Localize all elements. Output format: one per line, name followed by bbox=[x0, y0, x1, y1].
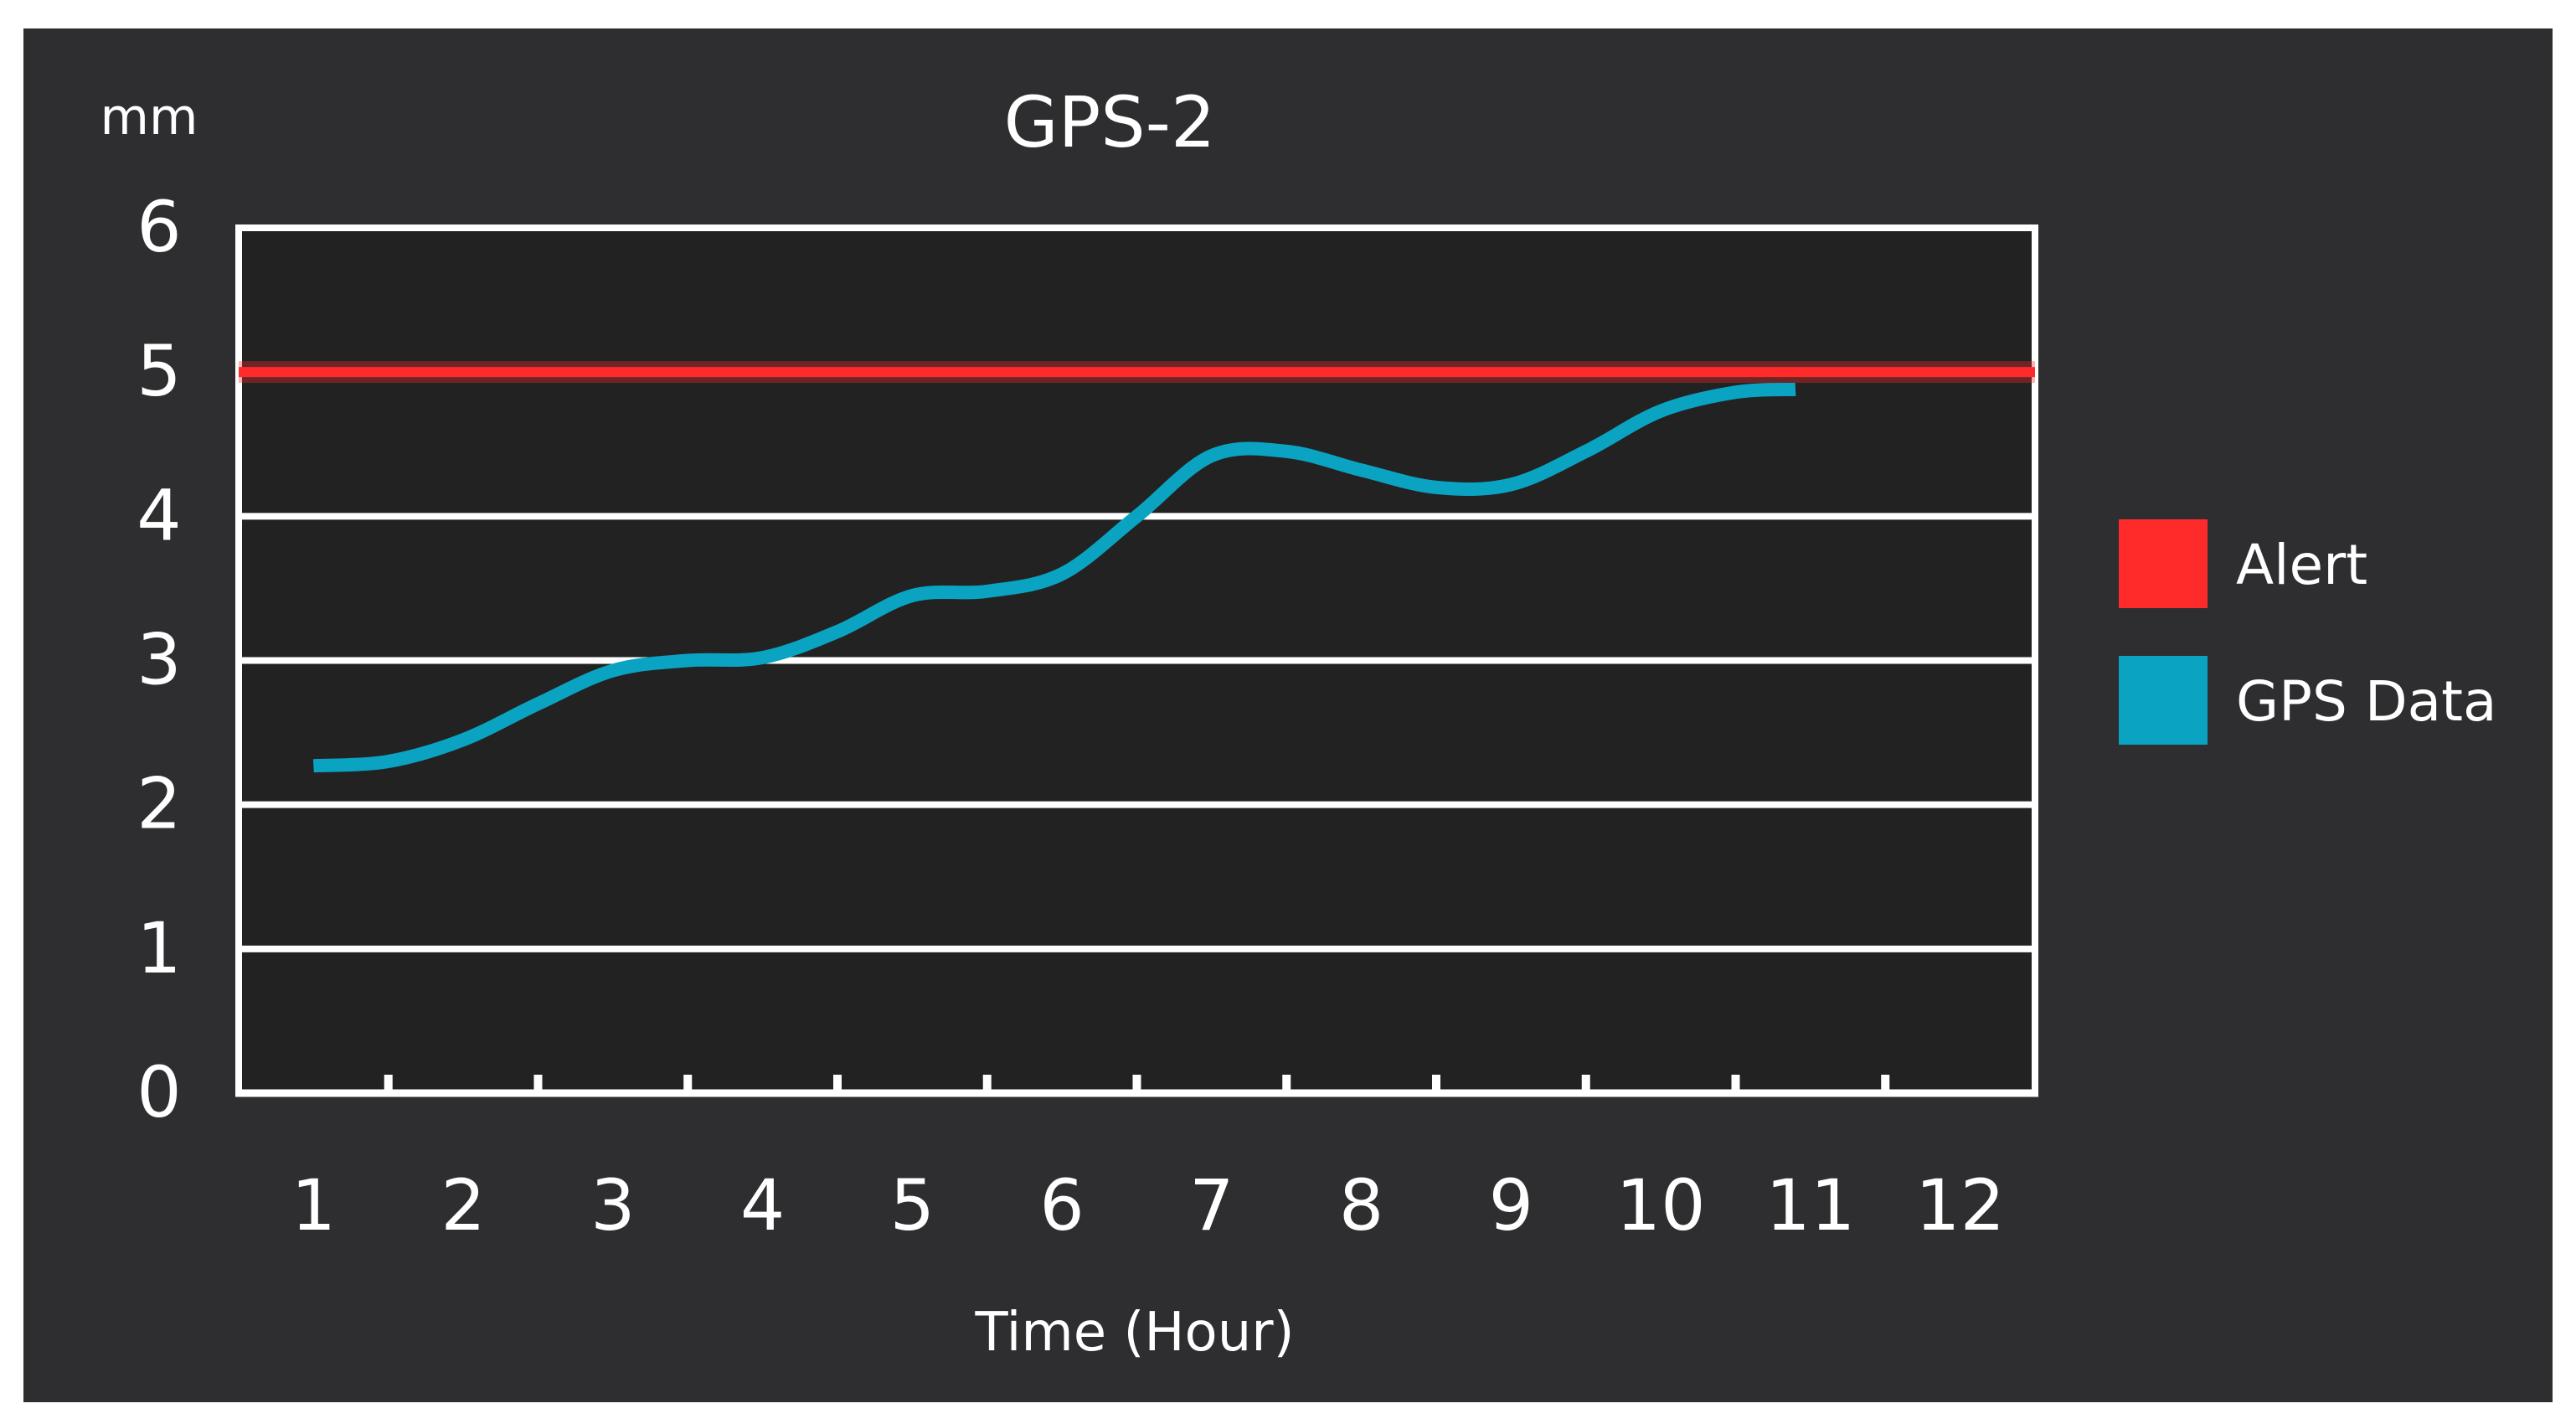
x-tick-label: 9 bbox=[1489, 1164, 1533, 1246]
x-tick-label: 12 bbox=[1915, 1164, 2005, 1246]
legend-label: GPS Data bbox=[2236, 669, 2496, 734]
x-axis-label: Time (Hour) bbox=[974, 1302, 1294, 1364]
x-tick-mark bbox=[1881, 1075, 1890, 1093]
y-tick-label: 6 bbox=[137, 186, 181, 268]
x-tick-mark bbox=[1731, 1075, 1740, 1093]
gps-data-line bbox=[312, 382, 1796, 773]
x-tick-label: 11 bbox=[1765, 1164, 1855, 1246]
x-tick-mark bbox=[1282, 1075, 1291, 1093]
x-tick-label: 7 bbox=[1189, 1164, 1234, 1246]
x-tick-mark bbox=[833, 1075, 842, 1093]
legend-label: Alert bbox=[2236, 533, 2367, 597]
x-tick-label: 8 bbox=[1339, 1164, 1383, 1246]
y-tick-label: 5 bbox=[137, 330, 181, 412]
x-tick-mark bbox=[1581, 1075, 1590, 1093]
x-tick-mark bbox=[683, 1075, 693, 1093]
x-tick-label: 2 bbox=[440, 1164, 485, 1246]
x-tick-mark bbox=[1132, 1075, 1141, 1093]
y-tick-label: 3 bbox=[137, 619, 181, 701]
x-tick-label: 6 bbox=[1039, 1164, 1084, 1246]
y-axis-unit-label: mm bbox=[100, 88, 198, 147]
y-tick-label: 1 bbox=[137, 907, 181, 989]
legend: Alert GPS Data bbox=[2119, 519, 2496, 745]
y-tick-label: 0 bbox=[137, 1051, 181, 1133]
legend-swatch-alert bbox=[2119, 519, 2208, 608]
x-tick-mark bbox=[533, 1075, 543, 1093]
x-tick-label: 1 bbox=[291, 1164, 336, 1246]
y-tick-label: 4 bbox=[137, 474, 181, 556]
x-tick-mark bbox=[982, 1075, 992, 1093]
x-tick-label: 3 bbox=[590, 1164, 635, 1246]
x-tick-label: 4 bbox=[740, 1164, 785, 1246]
x-tick-label: 5 bbox=[890, 1164, 935, 1246]
x-tick-label: 10 bbox=[1616, 1164, 1706, 1246]
x-tick-mark bbox=[384, 1075, 393, 1093]
y-tick-label: 2 bbox=[137, 763, 181, 845]
x-tick-mark bbox=[1432, 1075, 1440, 1093]
legend-swatch-gps-data bbox=[2119, 656, 2208, 745]
chart-title: GPS-2 bbox=[1004, 81, 1216, 163]
